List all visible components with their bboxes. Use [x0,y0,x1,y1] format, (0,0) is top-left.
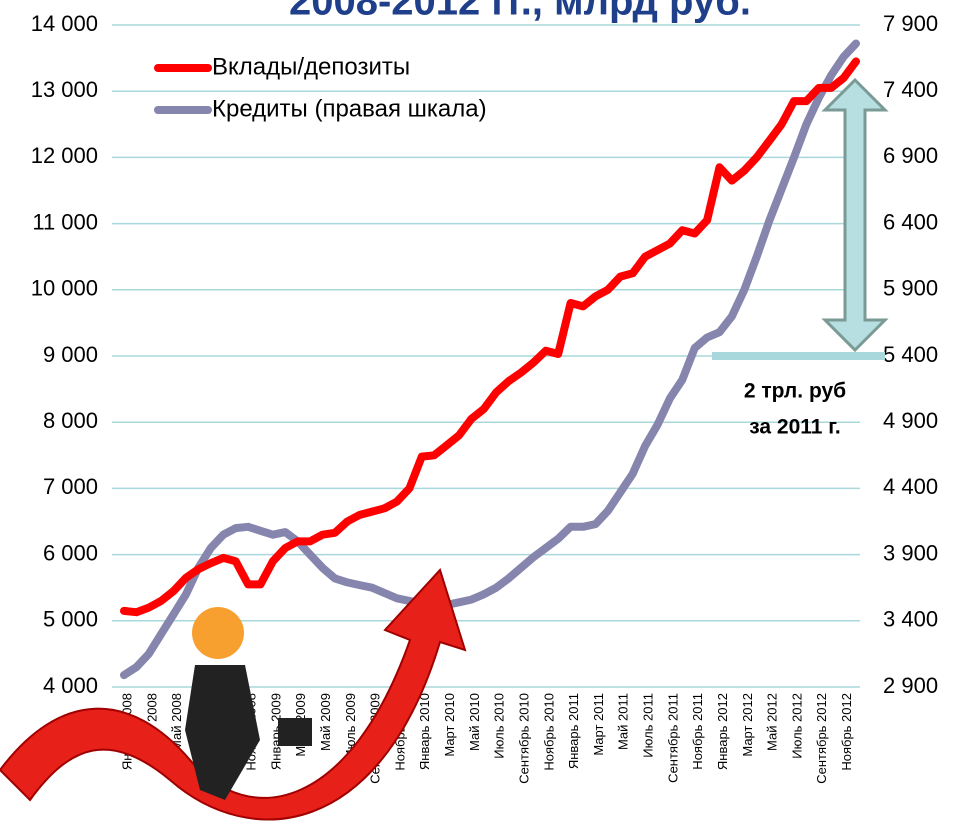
x-tick-label: Май 2012 [765,693,780,751]
y2-tick-label: 6 400 [883,209,938,234]
x-tick-label: Январь 2012 [715,693,730,770]
x-tick-label: Март 2011 [591,693,606,756]
y-tick-label: 14 000 [31,11,98,36]
y-tick-label: 4 000 [43,673,98,698]
x-tick-label: Март 2012 [740,693,755,757]
legend-label: Кредиты (правая шкала) [212,95,487,122]
decorative-head [192,607,244,659]
x-tick-label: Май 2008 [169,693,184,751]
y2-tick-label: 6 900 [883,143,938,168]
y2-tick-label: 5 400 [883,342,938,367]
y2-tick-label: 7 400 [883,77,938,102]
y-tick-label: 12 000 [31,143,98,168]
x-tick-label: Ноябрь 2010 [541,693,556,771]
y2-tick-label: 3 900 [883,540,938,565]
x-tick-label: Сентябрь 2010 [516,693,531,784]
y-tick-label: 5 000 [43,607,98,632]
legend: Вклады/депозиты Кредиты (правая шкала) [154,53,487,122]
y2-tick-label: 4 900 [883,408,938,433]
lines [120,39,860,680]
y-tick-label: 11 000 [32,209,98,234]
x-tick-label: Май 2009 [318,693,333,751]
x-tick-label: Сентябрь 2011 [665,693,680,783]
y-tick-label: 6 000 [43,540,98,565]
y-tick-label: 10 000 [31,276,98,301]
y2-tick-label: 2 900 [883,673,938,698]
y-tick-label: 7 000 [43,474,98,499]
x-tick-label: Январь 2009 [268,693,283,770]
y2-tick-label: 3 400 [883,607,938,632]
x-tick-label: Май 2010 [467,693,482,751]
x-tick-label: Июль 2012 [789,693,804,759]
annotation: 2 трл. руб [744,380,846,403]
y-tick-label: 8 000 [43,408,98,433]
chart-title: 2008-2012 гг., млрд руб. [289,0,751,24]
x-tick-label: Ноябрь 2012 [839,693,854,771]
decorative-arrow [0,568,467,821]
x-tick-label: Май 2011 [616,693,631,750]
y-tick-label: 13 000 [31,77,98,102]
y2-tick-label: 4 400 [883,474,938,499]
x-tick-label: Январь 2010 [417,693,432,770]
y-tick-label: 9 000 [43,342,98,367]
y2-tick-label: 5 900 [883,276,938,301]
legend-label: Вклады/депозиты [212,53,410,80]
annotation-arrow [821,77,889,353]
x-tick-label: Сентябрь 2012 [814,693,829,784]
grid: 4 000 5 000 6 000 7 000 8 000 9 000 10 000 11 0… [31,11,938,698]
x-tick-label: Ноябрь 2011 [690,693,705,770]
annotation: за 2011 г. [749,416,841,439]
series-line [120,57,860,617]
x-tick-label: Июль 2011 [641,693,656,758]
series-line [120,39,860,680]
decorative-case [278,718,312,746]
y2-tick-label: 7 900 [883,11,938,36]
x-tick-label: Март 2010 [442,693,457,757]
x-tick-label: Июль 2009 [343,693,358,759]
x-tick-label: Январь 2011 [566,693,581,769]
decorative-body [185,665,260,800]
x-tick-label: Июль 2010 [492,693,507,759]
